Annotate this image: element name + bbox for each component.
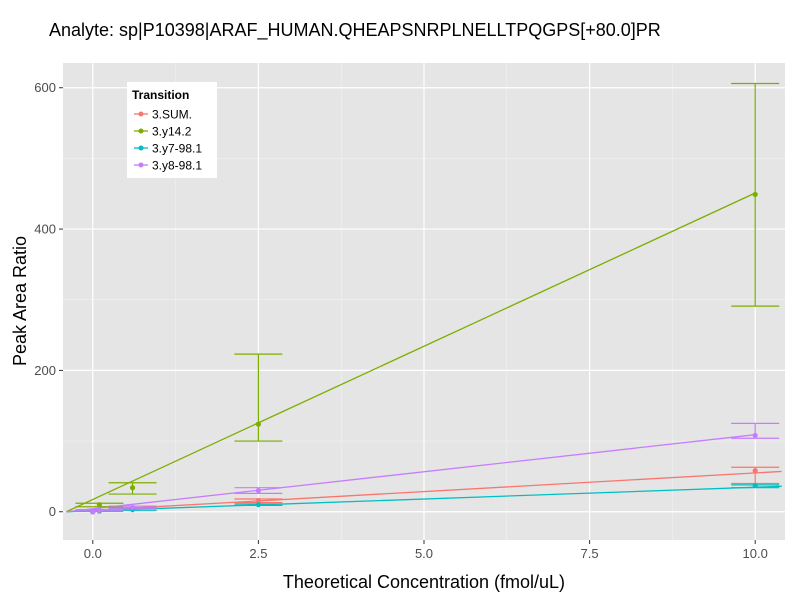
data-point (752, 482, 758, 489)
data-point (96, 502, 103, 508)
data-points (90, 191, 758, 515)
data-point (752, 191, 758, 198)
data-point (96, 507, 103, 513)
data-point (255, 421, 262, 427)
x-tick-label: 0.0 (84, 546, 102, 561)
legend-title: Transition (132, 88, 189, 102)
data-point (255, 502, 262, 508)
series-fit-line (66, 434, 756, 513)
legend-key-point (138, 145, 144, 151)
legend-key-point (138, 162, 144, 168)
legend-key-point (138, 111, 144, 117)
chart-title: Analyte: sp|P10398|ARAF_HUMAN.QHEAPSNRPL… (49, 20, 661, 41)
y-axis-title: Peak Area Ratio (10, 236, 30, 366)
series-fit-line (66, 485, 782, 513)
legend-key-point (138, 128, 144, 134)
y-tick-label: 200 (34, 363, 56, 378)
legend-label: 3.y8-98.1 (152, 159, 202, 173)
legend-item: 3.SUM. (134, 108, 192, 122)
x-tick-label: 5.0 (415, 546, 433, 561)
axis-ticks: 0.0 2.5 5.0 7.5 10.0 0 200 400 600 (34, 80, 768, 561)
data-point (129, 504, 136, 511)
y-tick-label: 400 (34, 222, 56, 237)
legend-item: 3.y14.2 (134, 125, 192, 139)
legend: Transition 3.SUM. 3.y14.2 3.y7-98.1 3.y8-98… (127, 82, 217, 178)
data-point (129, 485, 136, 491)
legend-item: 3.y7-98.1 (134, 142, 202, 156)
y-tick-label: 0 (49, 504, 56, 519)
legend-label: 3.SUM. (152, 108, 192, 122)
x-tick-label: 2.5 (249, 546, 267, 561)
legend-item: 3.y8-98.1 (134, 159, 202, 173)
x-tick-label: 7.5 (581, 546, 599, 561)
series-fit-line (66, 192, 756, 513)
legend-label: 3.y14.2 (152, 125, 192, 139)
data-point (255, 497, 262, 504)
fit-lines (66, 192, 782, 513)
data-point (255, 487, 262, 494)
series-fit-line (66, 470, 782, 513)
y-tick-label: 600 (34, 80, 56, 95)
data-point (90, 509, 96, 515)
data-point (752, 432, 758, 439)
data-point (752, 468, 758, 474)
x-tick-label: 10.0 (743, 546, 768, 561)
x-axis-title: Theoretical Concentration (fmol/uL) (283, 572, 565, 592)
legend-label: 3.y7-98.1 (152, 142, 202, 156)
